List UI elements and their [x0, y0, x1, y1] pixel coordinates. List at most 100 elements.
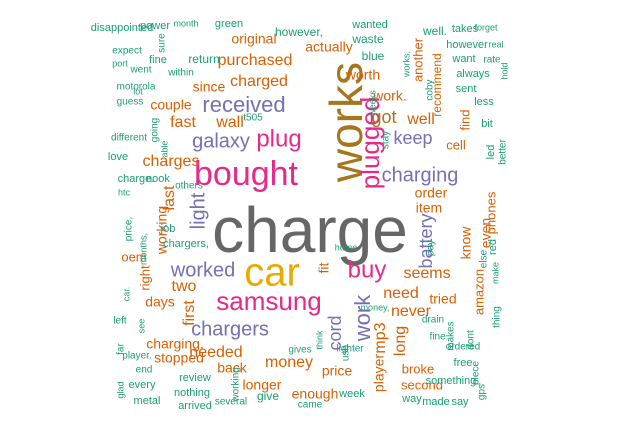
word-66: disappointed: [91, 22, 153, 34]
word-41: since: [193, 79, 226, 95]
word-71: wanted: [351, 19, 387, 31]
word-31: need: [383, 285, 419, 302]
word-139: working.: [231, 364, 242, 402]
word-117: else: [479, 249, 490, 268]
word-140: free: [454, 357, 473, 369]
word-112: pay: [426, 240, 437, 256]
word-130: thing: [492, 306, 503, 328]
word-30: seems: [403, 265, 450, 282]
word-146: arrived: [178, 400, 212, 412]
word-47: stopped: [154, 350, 204, 366]
word-67: power: [140, 20, 170, 32]
word-23: charges: [143, 153, 200, 170]
word-6: buy: [348, 256, 387, 283]
word-141: piece: [471, 361, 482, 385]
word-49: working: [154, 206, 170, 255]
word-8: work: [350, 294, 375, 342]
word-43: days: [145, 294, 175, 310]
word-125: drain: [422, 315, 444, 326]
word-62: recommend: [430, 53, 444, 116]
word-81: return: [188, 52, 219, 66]
word-85: rate: [483, 55, 501, 66]
word-59: amazon: [471, 269, 486, 315]
word-11: galaxy: [192, 130, 250, 152]
word-121: money,: [361, 302, 390, 312]
word-33: long: [392, 326, 409, 356]
word-123: see: [136, 319, 146, 334]
word-64: cell: [446, 137, 466, 152]
word-103: stay: [381, 131, 392, 149]
word-10: charging: [382, 164, 459, 186]
word-105: charge.: [118, 173, 155, 185]
word-75: sure: [157, 33, 168, 53]
word-13: worked: [170, 259, 235, 281]
word-72: well.: [422, 24, 447, 38]
word-88: within: [167, 68, 194, 79]
word-154: gps: [477, 384, 488, 400]
word-24: last: [161, 185, 178, 210]
word-35: order: [415, 185, 448, 201]
word-46: enough: [292, 386, 339, 402]
word-38: worth: [345, 67, 380, 83]
word-133: usb: [341, 345, 352, 362]
word-136: end: [136, 365, 153, 376]
word-116: home: [335, 242, 358, 252]
word-36: item: [416, 200, 442, 216]
word-34: mp3: [372, 322, 389, 353]
word-0: charge: [212, 194, 408, 266]
word-126: fine.: [430, 332, 449, 343]
word-145: nothing: [174, 387, 210, 399]
word-17: battery: [416, 213, 436, 268]
word-86: port: [112, 58, 128, 68]
word-101: able: [159, 140, 169, 157]
word-80: fine: [149, 54, 167, 66]
word-93: lot: [133, 86, 143, 96]
word-7: plug: [256, 125, 301, 152]
word-132: gives: [288, 345, 311, 356]
word-26: first: [181, 300, 198, 326]
word-42: couple: [150, 97, 191, 113]
word-91: motorola: [117, 82, 156, 93]
word-48: charging.: [146, 336, 204, 352]
word-77: however: [446, 39, 488, 51]
word-111: job: [160, 223, 176, 235]
word-65: oem: [121, 249, 146, 264]
word-94: less: [474, 96, 494, 108]
word-83: works.: [401, 51, 411, 78]
word-147: several: [215, 397, 247, 408]
word-63: another: [410, 37, 425, 82]
word-60: phones: [483, 191, 498, 234]
word-87: went: [129, 65, 151, 76]
word-104: love: [108, 151, 128, 163]
word-69: green: [215, 18, 243, 30]
word-135: player.: [122, 351, 151, 362]
word-108: better: [498, 139, 509, 165]
word-99: different: [111, 133, 147, 144]
word-95: guess: [117, 97, 144, 108]
word-18: got: [371, 107, 396, 127]
word-124: think: [314, 330, 324, 350]
word-144: metal: [134, 395, 161, 407]
word-4: samsung: [216, 286, 322, 316]
word-96: coby: [425, 79, 436, 100]
word-29: price: [322, 363, 353, 379]
word-54: fit: [316, 262, 332, 273]
word-79: expect: [112, 46, 142, 57]
word-9: received: [202, 92, 285, 117]
word-115: chargers,: [163, 238, 209, 250]
word-44: back: [217, 360, 248, 376]
word-110: htc: [118, 187, 131, 197]
word-90: hold: [499, 62, 509, 79]
word-151: way: [401, 393, 422, 405]
word-52: know: [458, 226, 474, 260]
word-40: original: [231, 31, 276, 47]
word-20: charged: [230, 73, 288, 90]
word-32: never: [391, 303, 432, 320]
word-92: sent: [456, 83, 477, 95]
word-84: want: [451, 53, 475, 65]
word-19: purchased: [218, 52, 293, 69]
word-22: wall: [215, 114, 244, 131]
word-16: keep: [393, 128, 432, 148]
word-78: real: [488, 39, 503, 49]
word-45: longer: [243, 377, 282, 393]
